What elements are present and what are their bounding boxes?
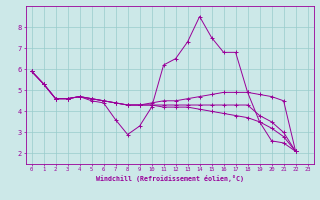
X-axis label: Windchill (Refroidissement éolien,°C): Windchill (Refroidissement éolien,°C) bbox=[96, 175, 244, 182]
